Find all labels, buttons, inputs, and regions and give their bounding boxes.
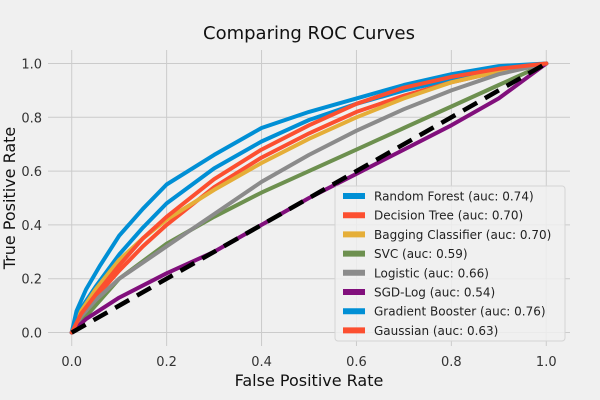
x-tick-label: 0.6 [346,355,367,370]
series-line-6 [69,61,549,335]
x-tick-label: 0.4 [251,355,272,370]
legend-entry: Random Forest (auc: 0.74) [374,190,534,204]
y-tick-label: 0.0 [21,327,42,342]
reference-line-group [70,61,548,335]
series-line-3 [69,61,549,335]
reference-line [70,61,548,335]
legend: Random Forest (auc: 0.74) Decision Tree (… [334,185,566,342]
x-tick-label: 0.0 [61,355,82,370]
chart-title: Comparing ROC Curves [203,23,415,44]
series-line-7 [69,61,549,335]
legend-entry: Decision Tree (auc: 0.70) [374,209,523,223]
y-tick-label: 0.4 [21,219,42,234]
series-line-5 [69,61,549,335]
x-tick-label: 0.8 [441,355,462,370]
legend-entry: Gradient Booster (auc: 0.76) [374,305,546,319]
series-lines [69,61,549,335]
legend-entry: SGD-Log (auc: 0.54) [374,286,495,300]
y-tick-label: 0.6 [21,165,42,180]
legend-entry: Gaussian (auc: 0.63) [374,324,498,338]
y-tick-label: 0.8 [21,111,42,126]
x-tick-label: 1.0 [536,355,557,370]
legend-entry: Logistic (auc: 0.66) [374,266,489,280]
y-tick-label: 1.0 [21,57,42,72]
x-axis-label: False Positive Rate [235,371,384,390]
x-tick-label: 0.2 [156,355,177,370]
legend-entry: Bagging Classifier (auc: 0.70) [374,228,551,242]
legend-entry: SVC (auc: 0.59) [374,247,468,261]
legend-box [334,185,566,342]
series-line-8 [69,61,549,335]
y-tick-label: 0.2 [21,273,42,288]
tick-labels: 0.0 0.2 0.4 0.6 0.8 1.0 0.0 0.2 0.4 0.6 0.8 1.0 [21,57,556,370]
y-axis-label: True Positive Rate [0,127,19,271]
